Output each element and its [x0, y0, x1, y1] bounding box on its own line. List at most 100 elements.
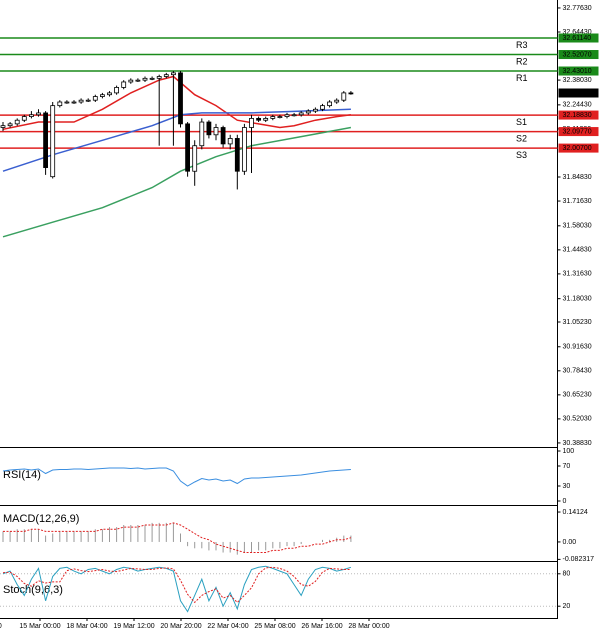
y-tick-label: 0.00 [563, 539, 577, 546]
macd-title: MACD(12,26,9) [3, 513, 79, 525]
candle-body [348, 92, 354, 95]
rsi-line [2, 467, 351, 487]
candle-body [270, 116, 276, 119]
candle-body [327, 101, 333, 107]
candle-body [206, 121, 212, 136]
y-tick-label: 70 [563, 463, 571, 470]
candle-body [220, 127, 226, 145]
candle-body [21, 116, 27, 121]
level-box [558, 110, 599, 120]
x-tick-label: 25 Mar 08:00 [254, 623, 295, 630]
candle-body [227, 138, 233, 145]
candle-body [170, 72, 176, 76]
candle-body [234, 138, 240, 172]
candle-body [341, 92, 347, 101]
level-label: 32.18830 [563, 112, 592, 119]
candle-body [149, 77, 155, 80]
candle-body [291, 114, 297, 117]
moving-average [2, 75, 351, 131]
stoch-k [2, 565, 352, 613]
x-tick-label: 22 Mar 04:00 [207, 623, 248, 630]
candle-body [43, 112, 48, 168]
y-tick-label: 31.05230 [563, 319, 592, 326]
candle-body [121, 81, 127, 88]
level-label: 32.09770 [563, 128, 592, 135]
candle-body [178, 72, 183, 125]
candle-body [107, 92, 112, 96]
candle-body [36, 112, 41, 116]
candle-body [100, 94, 105, 97]
level-name: R3 [516, 40, 528, 50]
level-name: S1 [516, 117, 527, 127]
current-price-box [558, 88, 599, 98]
level-name: R1 [516, 73, 528, 83]
level-label: 32.52070 [563, 51, 592, 58]
y-tick-label: -0.082317 [563, 556, 595, 563]
candle-body [263, 117, 269, 121]
candle-body [199, 121, 205, 147]
candle-body [213, 127, 219, 136]
y-tick-label: 32.38030 [563, 77, 592, 84]
macd-signal [3, 522, 352, 553]
level-label: 32.43010 [563, 68, 592, 75]
level-box [558, 143, 599, 153]
y-tick-label: 30.91630 [563, 344, 592, 351]
y-tick-label: 31.31630 [563, 271, 592, 278]
candle-body [312, 108, 318, 112]
x-tick-label: 15 Mar 00:00 [19, 623, 60, 630]
candle-body [185, 123, 191, 172]
x-tick-label: 16:00 [0, 623, 2, 630]
candle-body [114, 87, 119, 94]
candle-body [305, 110, 311, 114]
x-tick-label: 20 Mar 20:00 [160, 623, 201, 630]
y-tick-label: 31.84830 [563, 174, 592, 181]
candle-body [298, 112, 304, 116]
candle-body [135, 79, 141, 82]
level-name: S3 [516, 150, 527, 160]
candle-body [142, 77, 148, 81]
candle-body [7, 123, 13, 127]
candle-body [284, 114, 290, 117]
rsi-title: RSI(14) [3, 469, 41, 481]
x-tick-label: 19 Mar 12:00 [113, 623, 154, 630]
candle-body [92, 96, 98, 101]
y-tick-label: 30.52030 [563, 416, 592, 423]
level-name: S2 [516, 133, 527, 143]
y-tick-label: 80 [563, 571, 571, 578]
level-box [558, 33, 599, 43]
y-tick-label: 0 [563, 498, 567, 505]
y-tick-label: 30.38830 [563, 440, 592, 447]
y-tick-label: 30.78430 [563, 368, 592, 375]
candle-body [277, 116, 283, 118]
stoch-d [2, 566, 351, 604]
candle-body [14, 119, 20, 125]
candle-body [64, 101, 70, 104]
y-tick-label: 31.18030 [563, 296, 592, 303]
x-tick-label: 18 Mar 04:00 [66, 623, 107, 630]
moving-average [2, 126, 352, 238]
candle-body [71, 101, 77, 104]
x-tick-label: 26 Mar 16:00 [301, 623, 342, 630]
y-tick-label: 100 [563, 448, 575, 455]
candle-body [256, 117, 262, 121]
candle-body [85, 99, 91, 102]
candle-body [57, 101, 63, 107]
level-box [558, 66, 599, 76]
candle-body [192, 145, 198, 172]
stoch-title: Stoch(9,6,3) [3, 584, 63, 596]
candle-body [50, 105, 56, 178]
candle-body [249, 117, 254, 128]
current-price-label: 32.30944 [563, 90, 592, 97]
candle-body [156, 76, 162, 79]
x-tick-label: 28 Mar 00:00 [348, 623, 389, 630]
level-box [558, 50, 599, 60]
y-tick-label: 32.24430 [563, 102, 592, 109]
y-tick-label: 31.44830 [563, 247, 592, 254]
candle-body [320, 105, 325, 110]
candle-body [241, 127, 247, 172]
candle-body [78, 99, 84, 103]
y-tick-label: 32.77630 [563, 5, 592, 12]
